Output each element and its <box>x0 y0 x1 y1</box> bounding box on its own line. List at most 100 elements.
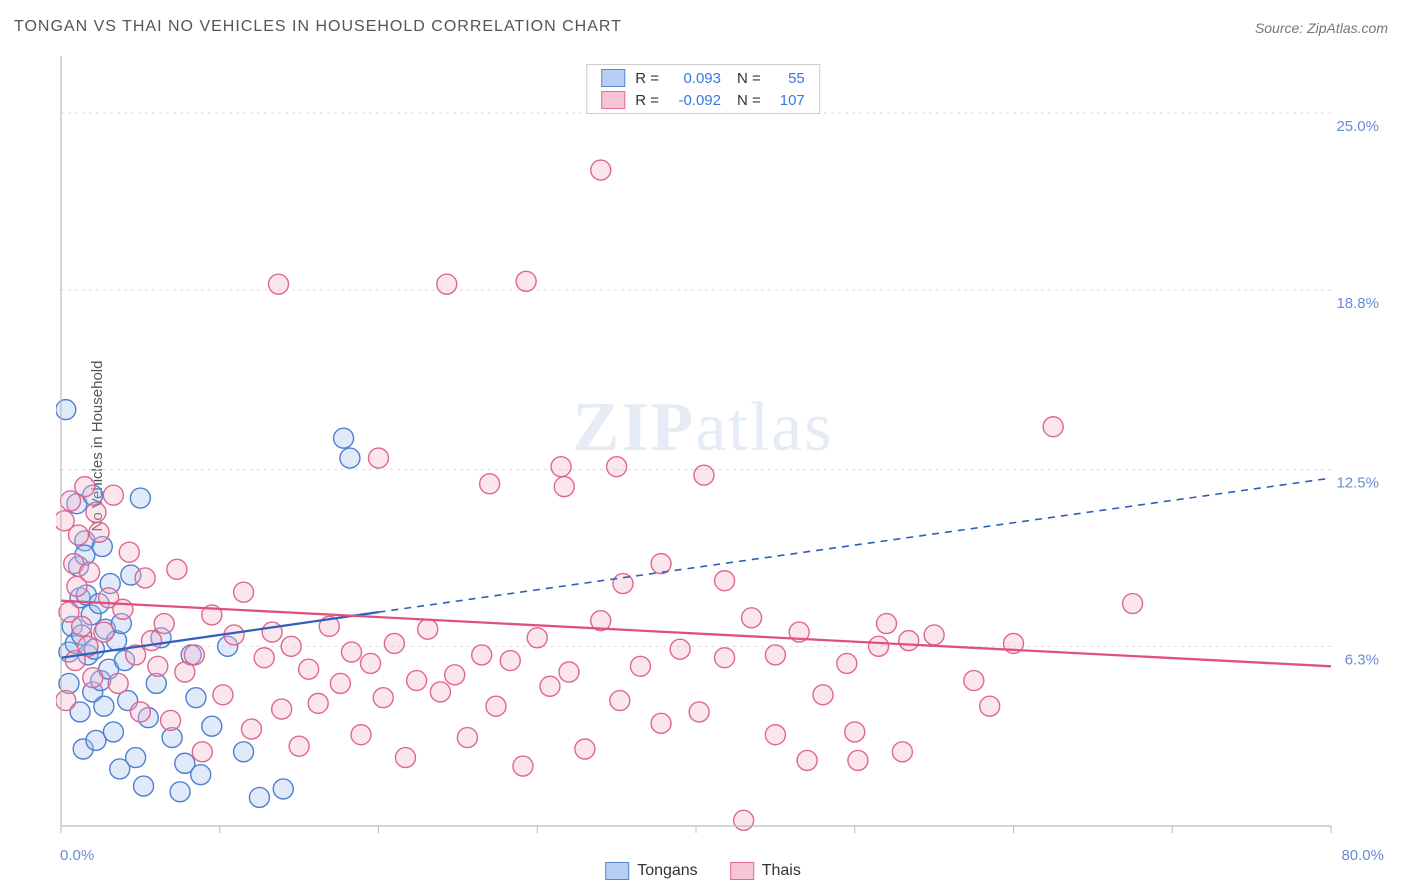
scatter-point <box>500 651 520 671</box>
source-attribution: Source: ZipAtlas.com <box>1255 20 1388 36</box>
scatter-point <box>765 725 785 745</box>
scatter-point <box>373 688 393 708</box>
scatter-point <box>281 636 301 656</box>
scatter-point <box>249 787 269 807</box>
scatter-point <box>94 696 114 716</box>
scatter-point <box>75 477 95 497</box>
scatter-point <box>56 400 76 420</box>
scatter-point <box>554 477 574 497</box>
y-tick-label: 18.8% <box>1336 295 1379 312</box>
scatter-point <box>126 748 146 768</box>
scatter-point <box>184 645 204 665</box>
y-tick-label: 6.3% <box>1345 651 1379 668</box>
scatter-point <box>141 631 161 651</box>
scatter-point <box>689 702 709 722</box>
n-label: N = <box>737 92 761 109</box>
legend-row-thais: R = -0.092 N = 107 <box>587 89 819 111</box>
scatter-point <box>154 614 174 634</box>
swatch-thais <box>601 91 625 109</box>
n-label: N = <box>737 70 761 87</box>
scatter-point <box>135 568 155 588</box>
scatter-point <box>273 779 293 799</box>
swatch-tongans <box>601 69 625 87</box>
scatter-point <box>892 742 912 762</box>
n-value-tongans: 55 <box>771 70 805 87</box>
scatter-point <box>113 599 133 619</box>
scatter-point <box>384 633 404 653</box>
trend-line-extrapolated <box>379 478 1332 612</box>
scatter-point <box>202 716 222 736</box>
scatter-point <box>715 571 735 591</box>
scatter-point <box>742 608 762 628</box>
r-label: R = <box>635 70 659 87</box>
source-name: ZipAtlas.com <box>1307 20 1388 36</box>
scatter-point <box>899 631 919 651</box>
scatter-point <box>191 765 211 785</box>
scatter-point <box>213 685 233 705</box>
scatter-point <box>575 739 595 759</box>
scatter-point <box>445 665 465 685</box>
swatch-tongans-bottom <box>605 862 629 880</box>
scatter-point <box>418 619 438 639</box>
scatter-point <box>813 685 833 705</box>
scatter-point <box>242 719 262 739</box>
scatter-point <box>630 656 650 676</box>
scatter-point <box>877 614 897 634</box>
scatter-point <box>330 673 350 693</box>
scatter-point <box>845 722 865 742</box>
scatter-point <box>94 622 114 642</box>
source-label: Source: <box>1255 20 1303 36</box>
scatter-point <box>130 702 150 722</box>
scatter-point <box>167 559 187 579</box>
scatter-point <box>134 776 154 796</box>
scatter-point <box>1043 417 1063 437</box>
series-legend: Tongans Thais <box>605 862 801 880</box>
scatter-point <box>161 710 181 730</box>
scatter-point <box>192 742 212 762</box>
scatter-point <box>480 474 500 494</box>
scatter-point <box>342 642 362 662</box>
scatter-point <box>369 448 389 468</box>
scatter-point <box>765 645 785 665</box>
scatter-point <box>513 756 533 776</box>
scatter-point <box>103 722 123 742</box>
scatter-point <box>559 662 579 682</box>
scatter-point <box>103 485 123 505</box>
scatter-point <box>437 274 457 294</box>
scatter-point <box>591 160 611 180</box>
swatch-thais-bottom <box>730 862 754 880</box>
legend-label-thais: Thais <box>762 862 801 880</box>
scatter-point <box>924 625 944 645</box>
legend-item-thais: Thais <box>730 862 801 880</box>
scatter-point <box>1123 594 1143 614</box>
scatter-point <box>715 648 735 668</box>
n-value-thais: 107 <box>771 92 805 109</box>
scatter-point <box>797 750 817 770</box>
scatter-point <box>108 673 128 693</box>
scatter-point <box>119 542 139 562</box>
scatter-point <box>430 682 450 702</box>
scatter-point <box>268 274 288 294</box>
scatter-point <box>170 782 190 802</box>
scatter-point <box>299 659 319 679</box>
r-label: R = <box>635 92 659 109</box>
scatter-point <box>516 271 536 291</box>
x-axis-max-label: 80.0% <box>1341 847 1384 864</box>
scatter-point <box>551 457 571 477</box>
plot-svg: 6.3%12.5%18.8%25.0% <box>56 56 1386 846</box>
y-tick-label: 25.0% <box>1336 118 1379 135</box>
scatter-point <box>254 648 274 668</box>
correlation-legend: R = 0.093 N = 55 R = -0.092 N = 107 <box>586 64 820 114</box>
legend-row-tongans: R = 0.093 N = 55 <box>587 67 819 89</box>
scatter-point <box>540 676 560 696</box>
scatter-point <box>234 742 254 762</box>
scatter-point <box>340 448 360 468</box>
scatter-point <box>86 502 106 522</box>
scatter-point <box>272 699 292 719</box>
scatter-point <box>351 725 371 745</box>
scatter-point <box>610 691 630 711</box>
scatter-point <box>607 457 627 477</box>
r-value-thais: -0.092 <box>669 92 721 109</box>
scatter-point <box>670 639 690 659</box>
scatter-point <box>734 810 754 830</box>
